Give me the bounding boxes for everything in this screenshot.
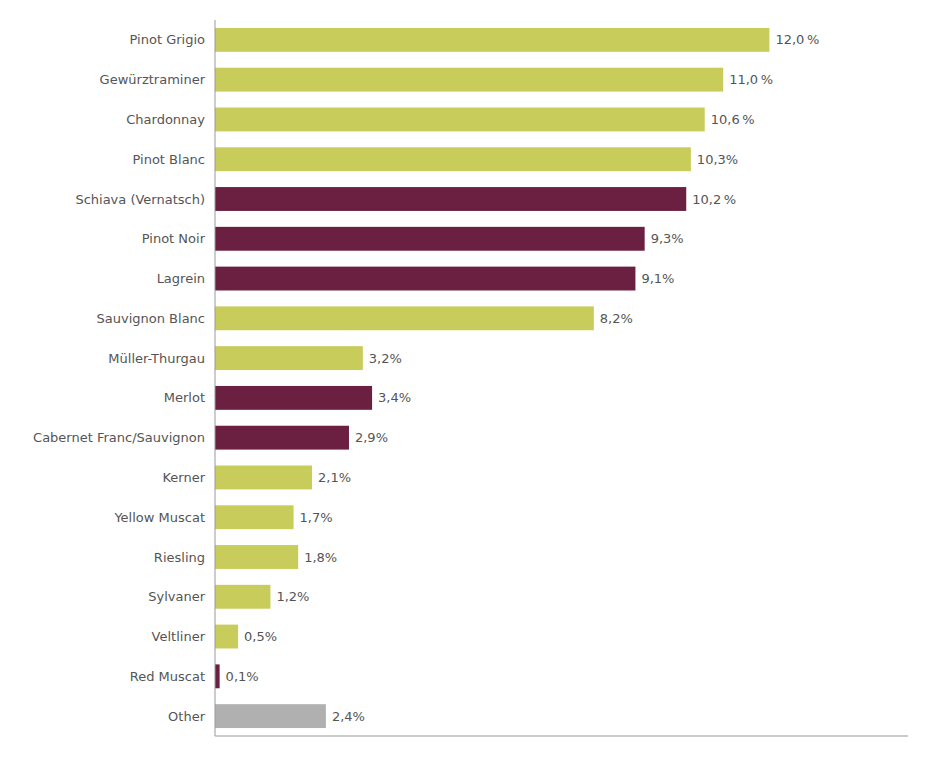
y-tick-label: Gewürztraminer — [100, 72, 206, 87]
y-tick-label: Sylvaner — [148, 589, 205, 604]
data-label: 11,0 % — [729, 72, 773, 87]
y-tick-label: Merlot — [164, 390, 205, 405]
bar — [215, 108, 705, 132]
bars — [215, 28, 769, 728]
data-label: 0,1% — [226, 669, 259, 684]
y-tick-label: Yellow Muscat — [113, 510, 205, 525]
data-label: 10,2 % — [692, 192, 736, 207]
data-label: 9,3% — [651, 231, 684, 246]
data-label: 1,2% — [276, 589, 309, 604]
y-tick-label: Cabernet Franc/Sauvignon — [33, 430, 205, 445]
y-tick-label: Pinot Grigio — [130, 32, 205, 47]
y-tick-label: Pinot Blanc — [133, 152, 205, 167]
bar — [215, 147, 691, 171]
bar — [215, 545, 298, 569]
y-tick-label: Veltliner — [152, 629, 206, 644]
bar — [215, 386, 372, 410]
y-tick-label: Kerner — [162, 470, 205, 485]
y-axis-line — [215, 20, 216, 736]
bar — [215, 267, 635, 291]
y-tick-label: Sauvignon Blanc — [97, 311, 205, 326]
x-axis-line — [215, 736, 908, 737]
y-tick-label: Red Muscat — [130, 669, 205, 684]
data-label: 10,3% — [697, 152, 738, 167]
bar — [215, 227, 645, 251]
bar — [215, 187, 686, 211]
y-tick-label: Pinot Noir — [142, 231, 206, 246]
data-label: 3,4% — [378, 390, 411, 405]
data-label: 0,5% — [244, 629, 277, 644]
data-label: 8,2% — [600, 311, 633, 326]
data-labels: 12,0 % 11,0 % 10,6 % 10,3% 10,2 % 9,3% 9,1% 8,2… — [226, 32, 820, 723]
bar — [215, 585, 270, 609]
data-label: 2,4% — [332, 709, 365, 724]
data-label: 9,1% — [641, 271, 674, 286]
chart: 12,0 % 11,0 % 10,6 % 10,3% 10,2 % 9,3% 9,1% 8,2… — [0, 0, 948, 760]
data-label: 3,2% — [369, 351, 402, 366]
y-tick-label: Other — [168, 709, 206, 724]
y-tick-label: Chardonnay — [126, 112, 205, 127]
bar — [215, 28, 769, 52]
y-tick-label: Riesling — [154, 550, 205, 565]
y-tick-label: Schiava (Vernatsch) — [75, 192, 205, 207]
bar — [215, 704, 326, 728]
data-label: 2,9% — [355, 430, 388, 445]
bar — [215, 625, 238, 649]
y-tick-labels: Pinot Grigio Gewürztraminer Chardonnay Pino… — [33, 32, 206, 723]
y-tick-label: Lagrein — [157, 271, 205, 286]
data-label: 10,6 % — [711, 112, 755, 127]
data-label: 12,0 % — [775, 32, 819, 47]
bar — [215, 426, 349, 450]
bar — [215, 306, 594, 330]
bar — [215, 68, 723, 92]
bar — [215, 505, 294, 529]
bar — [215, 664, 220, 688]
bar — [215, 466, 312, 490]
data-label: 2,1% — [318, 470, 351, 485]
y-tick-label: Müller-Thurgau — [108, 351, 205, 366]
data-label: 1,7% — [300, 510, 333, 525]
bar — [215, 346, 363, 370]
data-label: 1,8% — [304, 550, 337, 565]
